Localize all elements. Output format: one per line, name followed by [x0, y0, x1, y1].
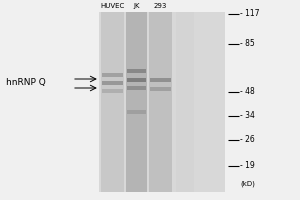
Bar [103, 81, 123, 85]
Text: HUVEC: HUVEC [100, 3, 124, 9]
Bar [99, 12, 225, 192]
Text: - 117: - 117 [240, 9, 260, 19]
Bar [126, 12, 147, 192]
Bar [127, 69, 146, 73]
Text: - 34: - 34 [240, 111, 255, 120]
Bar [103, 89, 123, 93]
Bar [127, 78, 146, 82]
Bar [103, 73, 123, 77]
Bar [151, 87, 171, 91]
Bar [176, 12, 194, 192]
Bar [149, 12, 172, 192]
Bar [127, 110, 146, 114]
Text: - 85: - 85 [240, 40, 255, 48]
Text: - 26: - 26 [240, 136, 255, 144]
Text: JK: JK [133, 3, 140, 9]
Bar [101, 12, 124, 192]
Text: - 48: - 48 [240, 88, 255, 97]
Text: 293: 293 [154, 3, 167, 9]
Text: (kD): (kD) [240, 181, 255, 187]
Text: - 19: - 19 [240, 162, 255, 170]
Text: hnRNP Q: hnRNP Q [6, 78, 46, 88]
Bar [151, 78, 171, 82]
Bar [127, 86, 146, 90]
